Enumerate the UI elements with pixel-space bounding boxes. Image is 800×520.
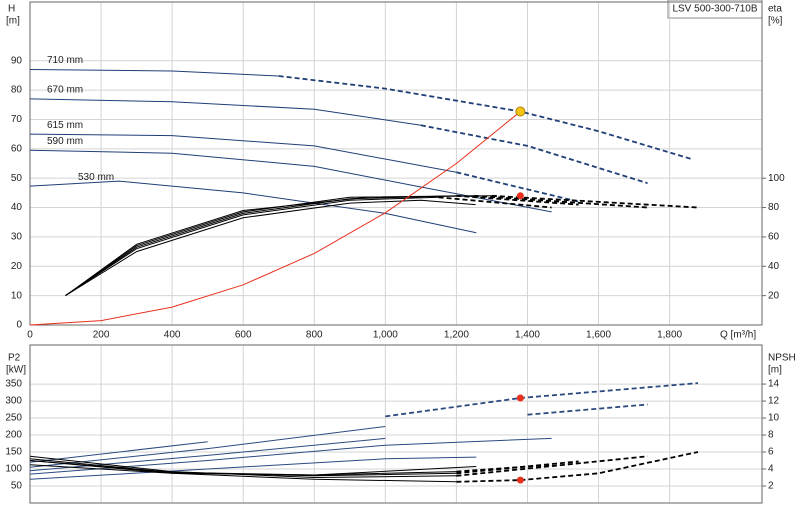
y-tick-label: 0 bbox=[16, 320, 22, 331]
curve bbox=[29, 111, 521, 326]
y2-tick-label: 4 bbox=[768, 464, 774, 475]
y-tick-label: 250 bbox=[5, 413, 22, 424]
curve bbox=[65, 196, 439, 297]
curve-dashed bbox=[456, 451, 699, 483]
y-tick-label: 300 bbox=[5, 396, 22, 407]
x-tick-label: 1,400 bbox=[515, 330, 540, 341]
y2-tick-label: 40 bbox=[768, 261, 780, 272]
x-tick-label: 1,600 bbox=[586, 330, 611, 341]
curve-label: 710 mm bbox=[47, 55, 83, 66]
curve-dashed bbox=[527, 403, 648, 416]
curve bbox=[65, 195, 457, 297]
x-tick-label: 400 bbox=[164, 330, 181, 341]
y2-tick-label: 100 bbox=[768, 173, 785, 184]
curve bbox=[29, 456, 477, 480]
curve-label: 530 mm bbox=[78, 172, 114, 183]
curve bbox=[29, 441, 208, 463]
plot-frame bbox=[29, 1, 763, 326]
curve-label: 615 mm bbox=[47, 120, 83, 131]
y-tick-label: 20 bbox=[11, 261, 23, 272]
y2-tick-label: 80 bbox=[768, 202, 780, 213]
y-tick-label: 80 bbox=[11, 85, 23, 96]
y-tick-label: 150 bbox=[5, 447, 22, 458]
curve-dashed bbox=[474, 194, 648, 209]
curve bbox=[29, 180, 477, 234]
y2-tick-label: 20 bbox=[768, 290, 780, 301]
x-axis-label: Q [m³/h] bbox=[720, 330, 756, 341]
plot-frame bbox=[29, 344, 763, 504]
y2-tick-label: 8 bbox=[768, 430, 774, 441]
x-tick-label: 600 bbox=[235, 330, 252, 341]
curve bbox=[29, 149, 552, 213]
y-tick-label: 30 bbox=[11, 232, 23, 243]
y-axis-label: H bbox=[8, 4, 15, 15]
curve-label: 670 mm bbox=[47, 85, 83, 96]
chart-title: LSV 500-300-710B bbox=[672, 4, 757, 15]
curve bbox=[29, 69, 279, 77]
curve-dashed bbox=[438, 196, 552, 209]
curve-label: 590 mm bbox=[47, 136, 83, 147]
x-tick-label: 0 bbox=[27, 330, 33, 341]
y2-tick-label: 14 bbox=[768, 379, 780, 390]
y2-tick-label: 12 bbox=[768, 396, 780, 407]
y-tick-label: 200 bbox=[5, 430, 22, 441]
curve bbox=[29, 426, 386, 468]
curve-dashed bbox=[456, 194, 579, 206]
operating-point bbox=[516, 192, 524, 200]
y2-tick-label: 2 bbox=[768, 481, 774, 492]
y-tick-label: 350 bbox=[5, 379, 22, 390]
x-tick-label: 200 bbox=[93, 330, 110, 341]
y2-tick-label: 60 bbox=[768, 232, 780, 243]
y-tick-label: 90 bbox=[11, 55, 23, 66]
y-tick-label: 40 bbox=[11, 202, 23, 213]
operating-point bbox=[515, 106, 526, 117]
y2-axis-label: eta bbox=[768, 4, 782, 15]
y2-axis-unit: [m] bbox=[768, 365, 782, 376]
operating-point bbox=[516, 476, 524, 484]
x-tick-label: 1,200 bbox=[444, 330, 469, 341]
curve bbox=[29, 464, 477, 476]
y-tick-label: 60 bbox=[11, 143, 23, 154]
operating-point bbox=[516, 394, 524, 402]
y-tick-label: 100 bbox=[5, 464, 22, 475]
curve bbox=[29, 133, 457, 173]
y-tick-label: 70 bbox=[11, 114, 23, 125]
curve-dashed bbox=[456, 455, 648, 477]
curve-dashed bbox=[491, 194, 699, 209]
y-tick-label: 50 bbox=[11, 481, 23, 492]
y-tick-label: 50 bbox=[11, 173, 23, 184]
x-tick-label: 1,000 bbox=[373, 330, 398, 341]
x-tick-label: 800 bbox=[306, 330, 323, 341]
curve-dashed bbox=[420, 124, 648, 185]
y2-tick-label: 10 bbox=[768, 413, 780, 424]
curve-dashed bbox=[456, 460, 579, 475]
curve-dashed bbox=[456, 171, 579, 203]
y-axis-unit: [m] bbox=[6, 16, 20, 27]
curve bbox=[29, 98, 421, 126]
y2-axis-unit: [%] bbox=[768, 16, 783, 27]
y2-tick-label: 6 bbox=[768, 447, 774, 458]
y2-axis-label: NPSH bbox=[768, 353, 796, 364]
y-axis-label: P2 bbox=[8, 353, 21, 364]
y-tick-label: 10 bbox=[11, 290, 23, 301]
x-tick-label: 1,800 bbox=[657, 330, 682, 341]
curve bbox=[65, 199, 476, 297]
y-axis-unit: [kW] bbox=[6, 365, 26, 376]
